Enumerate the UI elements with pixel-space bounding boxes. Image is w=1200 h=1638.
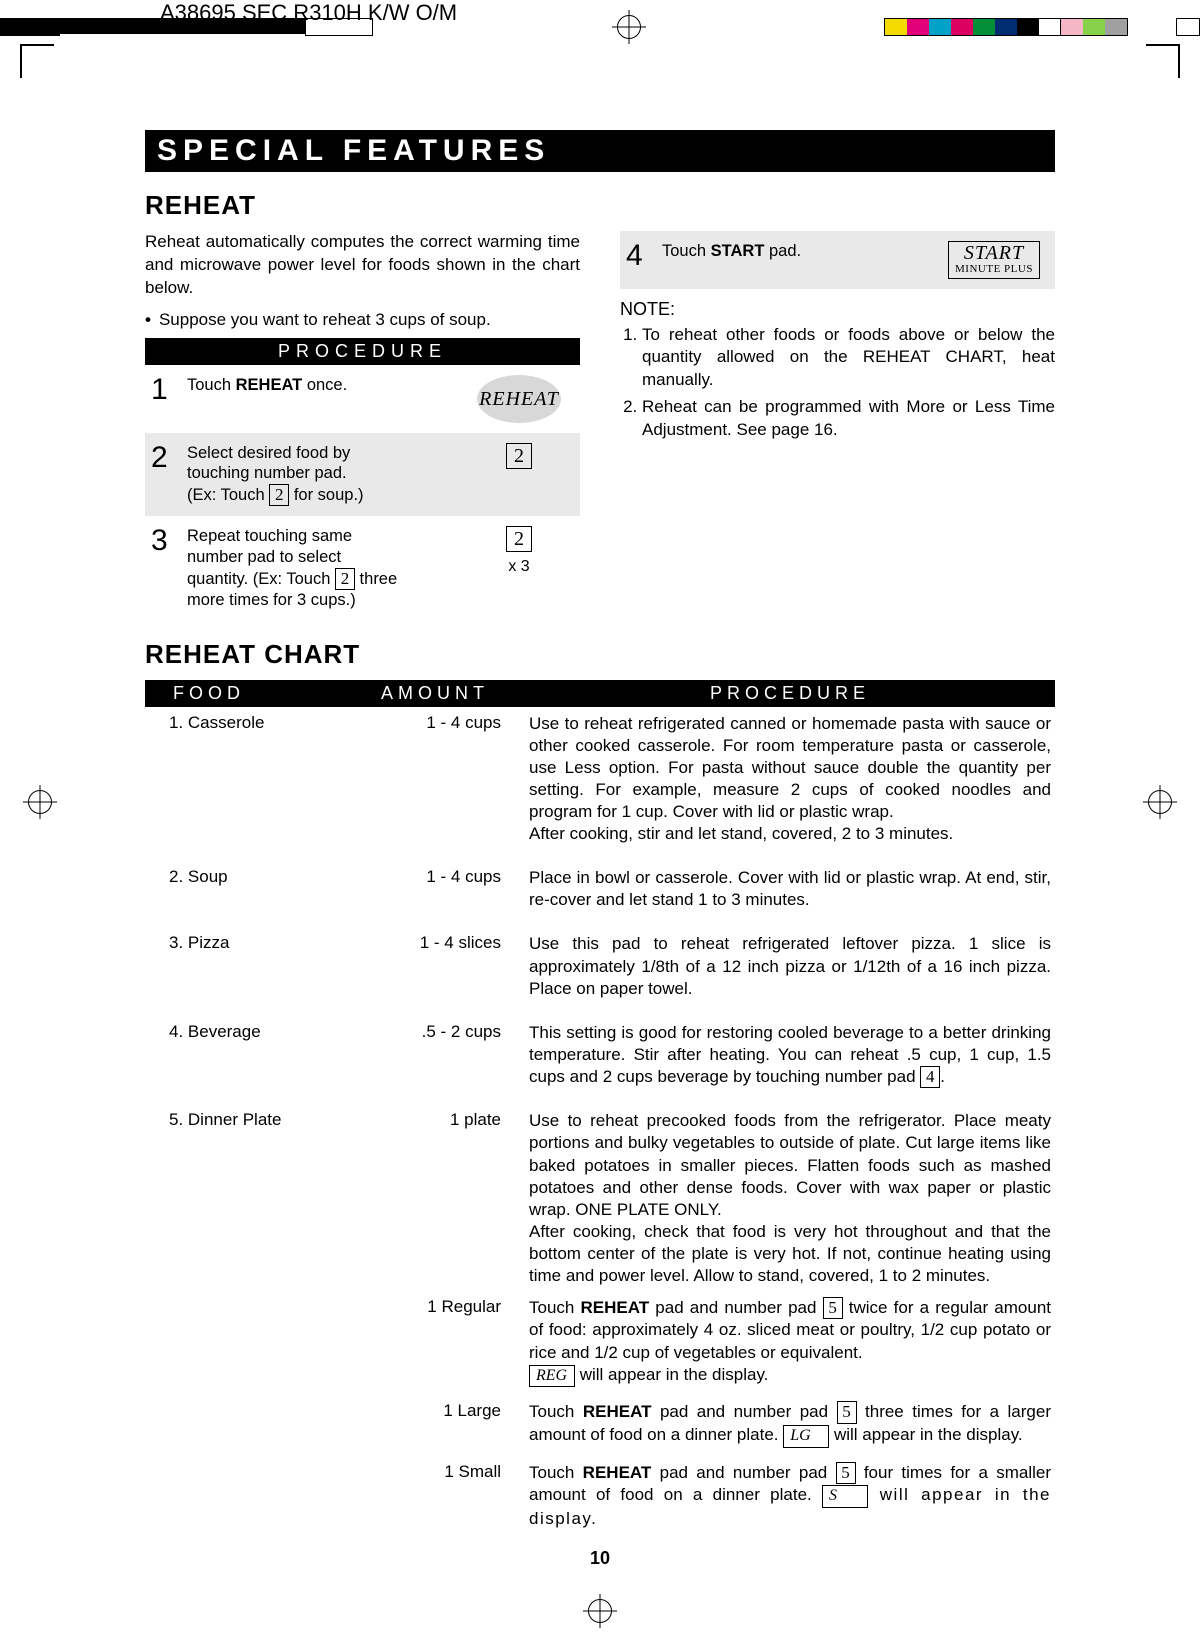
chart-procedure: This setting is good for restoring coole… <box>529 1022 1051 1089</box>
note-item: To reheat other foods or foods above or … <box>642 324 1055 393</box>
reheat-pad-icon: REHEAT <box>477 375 561 423</box>
chart-amount: 1 - 4 slices <box>349 933 529 999</box>
chart-row-pizza: 3. Pizza 1 - 4 slices Use this pad to re… <box>145 927 1055 1005</box>
chart-subrow-large: 1 Large Touch REHEAT pad and number pad … <box>145 1397 1055 1447</box>
procedure-step-1: 1 Touch REHEAT once. REHEAT <box>145 365 580 433</box>
chart-row-soup: 2. Soup 1 - 4 cups Place in bowl or cass… <box>145 861 1055 917</box>
keypad-icon: 2 <box>506 526 532 552</box>
note-item: Reheat can be programmed with More or Le… <box>642 396 1055 442</box>
step-text: Select desired food by touching number p… <box>187 443 464 507</box>
procedure-step-2: 2 Select desired food by touching number… <box>145 433 580 517</box>
chart-col-procedure: PROCEDURE <box>525 680 1055 707</box>
chart-procedure: Use this pad to reheat refrigerated left… <box>529 933 1051 999</box>
page-content: SPECIAL FEATURES REHEAT Reheat automatic… <box>145 130 1055 1569</box>
chart-food: 1. Casserole <box>149 713 349 846</box>
chart-amount: 1 Small <box>349 1462 529 1530</box>
chart-amount: 1 - 4 cups <box>349 867 529 911</box>
chart-row-beverage: 4. Beverage .5 - 2 cups This setting is … <box>145 1016 1055 1095</box>
notes-list: To reheat other foods or foods above or … <box>620 324 1055 443</box>
note-heading: NOTE: <box>620 299 1055 320</box>
keypad-icon: 4 <box>920 1066 940 1088</box>
step-text: Repeat touching same number pad to selec… <box>187 526 464 610</box>
intro-text: Reheat automatically computes the correc… <box>145 231 580 300</box>
chart-procedure: Touch REHEAT pad and number pad 5 four t… <box>529 1462 1051 1530</box>
procedure-table: PROCEDURE 1 Touch REHEAT once. REHEAT 2 … <box>145 338 580 621</box>
display-box-icon: REG <box>529 1365 575 1388</box>
chart-row-dinner-plate: 5. Dinner Plate 1 plate Use to reheat pr… <box>145 1104 1055 1293</box>
step-number: 3 <box>151 526 187 556</box>
crop-mark-icon <box>20 44 54 78</box>
chart-procedure: Use to reheat precooked foods from the r… <box>529 1110 1051 1287</box>
chart-col-food: FOOD <box>145 680 345 707</box>
left-column: Reheat automatically computes the correc… <box>145 231 580 621</box>
multiplier-text: x 3 <box>508 558 529 576</box>
banner-title: SPECIAL FEATURES <box>145 130 1055 172</box>
page-number: 10 <box>145 1548 1055 1569</box>
chart-amount: 1 - 4 cups <box>349 713 529 846</box>
chart-food: 3. Pizza <box>149 933 349 999</box>
chart-procedure: Touch REHEAT pad and number pad 5 twice … <box>529 1297 1051 1387</box>
chart-procedure: Touch REHEAT pad and number pad 5 three … <box>529 1401 1051 1447</box>
step-text: Touch REHEAT once. <box>187 375 464 396</box>
procedure-step-3: 3 Repeat touching same number pad to sel… <box>145 516 580 620</box>
step-number: 2 <box>151 443 187 473</box>
chart-subrow-small: 1 Small Touch REHEAT pad and number pad … <box>145 1458 1055 1530</box>
step-text: Touch START pad. <box>662 241 939 262</box>
chart-amount: 1 plate <box>349 1110 529 1287</box>
reheat-chart: FOOD AMOUNT PROCEDURE 1. Casserole 1 - 4… <box>145 680 1055 1530</box>
chart-procedure: Place in bowl or casserole. Cover with l… <box>529 867 1051 911</box>
display-box-icon: LG <box>783 1425 829 1448</box>
keypad-icon: 2 <box>269 484 289 506</box>
bullet-text: Suppose you want to reheat 3 cups of sou… <box>159 310 491 330</box>
start-pad-icon: START MINUTE PLUS <box>948 241 1040 279</box>
keypad-icon: 5 <box>823 1297 843 1319</box>
registration-mark-icon <box>617 15 641 39</box>
section-heading-chart: REHEAT CHART <box>145 639 1055 670</box>
procedure-header: PROCEDURE <box>145 338 580 365</box>
keypad-icon: 5 <box>836 1462 856 1484</box>
chart-amount: 1 Large <box>349 1401 529 1447</box>
chart-food: 5. Dinner Plate <box>149 1110 349 1287</box>
right-column: 4 Touch START pad. START MINUTE PLUS NOT… <box>620 231 1055 621</box>
bullet-icon: • <box>145 310 151 330</box>
keypad-icon: 2 <box>335 568 355 590</box>
crop-mark-icon <box>1146 44 1180 78</box>
chart-food: 2. Soup <box>149 867 349 911</box>
print-color-bar <box>0 18 1200 36</box>
chart-procedure: Use to reheat refrigerated canned or hom… <box>529 713 1051 846</box>
chart-subrow-regular: 1 Regular Touch REHEAT pad and number pa… <box>145 1293 1055 1387</box>
procedure-step-4: 4 Touch START pad. START MINUTE PLUS <box>620 231 1055 289</box>
registration-mark-icon <box>1148 790 1172 814</box>
example-bullet: • Suppose you want to reheat 3 cups of s… <box>145 310 580 330</box>
keypad-icon: 5 <box>837 1401 857 1423</box>
chart-food: 4. Beverage <box>149 1022 349 1089</box>
chart-col-amount: AMOUNT <box>345 680 525 707</box>
print-header: A38695 SEC R310H K/W O/M <box>0 0 1200 60</box>
chart-amount: .5 - 2 cups <box>349 1022 529 1089</box>
chart-row-casserole: 1. Casserole 1 - 4 cups Use to reheat re… <box>145 707 1055 852</box>
registration-mark-icon <box>28 790 52 814</box>
chart-amount: 1 Regular <box>349 1297 529 1387</box>
step-number: 1 <box>151 375 187 405</box>
registration-mark-icon <box>588 1599 612 1623</box>
chart-header: FOOD AMOUNT PROCEDURE <box>145 680 1055 707</box>
step-number: 4 <box>626 241 662 271</box>
display-box-icon: S <box>822 1485 868 1508</box>
keypad-icon: 2 <box>506 443 532 469</box>
section-heading-reheat: REHEAT <box>145 190 1055 221</box>
